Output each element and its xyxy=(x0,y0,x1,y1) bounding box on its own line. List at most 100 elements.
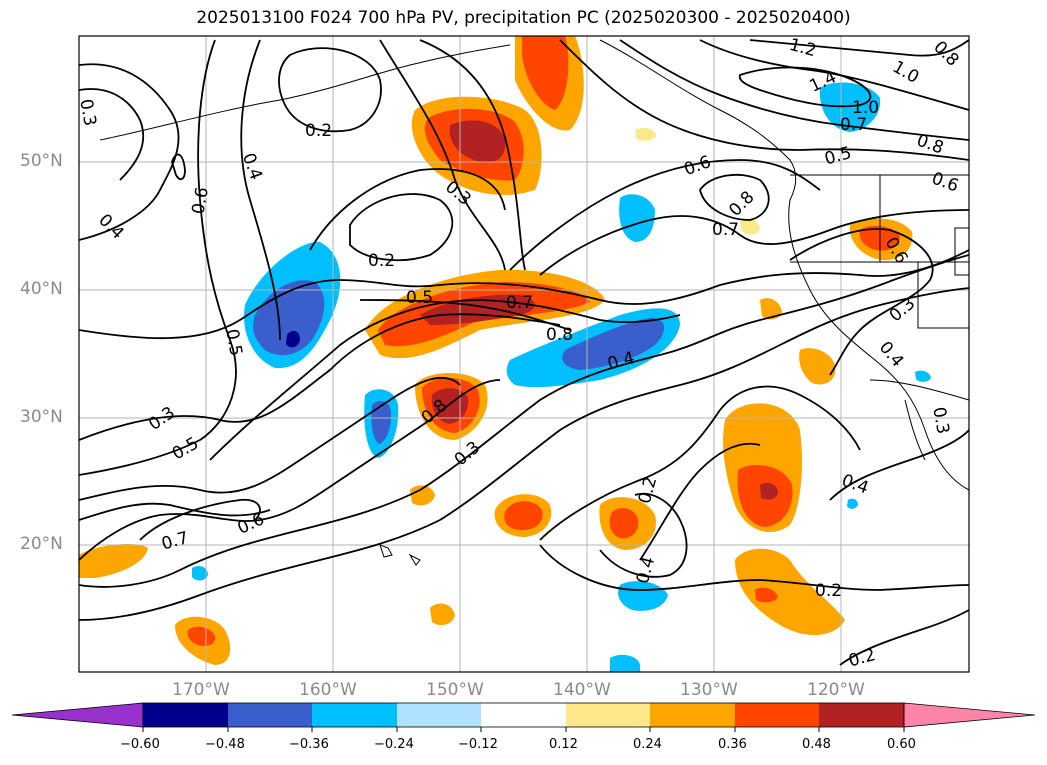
colorbar-label: 0.36 xyxy=(718,737,747,752)
colorbar-label: 0.60 xyxy=(887,737,916,752)
pv-contour xyxy=(139,498,261,541)
contour-label: 0.5 xyxy=(406,288,433,308)
pv-contour xyxy=(539,209,969,276)
precip-area xyxy=(430,603,455,626)
pv-contour xyxy=(79,254,969,588)
colorbar-label: −0.36 xyxy=(289,737,329,752)
pv-contour xyxy=(79,287,969,621)
colorbar-segment xyxy=(312,703,397,727)
pv-contour xyxy=(539,385,861,541)
pv-contour xyxy=(738,66,872,108)
precip-area xyxy=(915,370,931,382)
colorbar-label: 0.48 xyxy=(802,737,831,752)
precip-area xyxy=(755,587,778,603)
pv-contour xyxy=(79,502,271,521)
lat-label: 30°N xyxy=(20,407,63,427)
precip-area xyxy=(504,501,543,530)
colorbar-segment xyxy=(650,703,735,727)
contour-label: 0.7 xyxy=(506,293,533,313)
precip-area xyxy=(735,548,845,636)
lat-label: 20°N xyxy=(20,534,63,554)
lon-label: 130°W xyxy=(680,680,738,700)
precip-area xyxy=(187,626,216,646)
pv-contour xyxy=(509,159,821,271)
colorbar-segment xyxy=(566,703,650,727)
precip-area xyxy=(286,330,300,348)
precip-area xyxy=(760,482,778,500)
coastline xyxy=(869,379,969,401)
pv-contour xyxy=(839,609,969,666)
colorbar-segment xyxy=(397,703,481,727)
lon-label: 120°W xyxy=(807,680,865,700)
precip-area xyxy=(79,544,148,578)
lon-label: 140°W xyxy=(553,680,611,700)
pv-contour xyxy=(639,442,761,561)
contour-label: 0.2 xyxy=(368,251,395,271)
lon-label: 160°W xyxy=(299,680,357,700)
pv-contour xyxy=(829,429,969,501)
precip-area xyxy=(609,508,639,539)
pv-contour xyxy=(539,544,969,591)
precip-area xyxy=(410,485,435,506)
pv-contour xyxy=(309,168,506,251)
contour-label-layer: 0.2 0.4 0.6 0.3 0.4 0.3 0.2 0.5 0.7 0.8 … xyxy=(75,35,962,671)
pv-contour xyxy=(79,39,237,476)
pv-contour xyxy=(171,153,186,181)
colorbar-extend-low xyxy=(11,702,144,728)
colorbar-segment xyxy=(735,703,819,727)
pv-contour xyxy=(379,39,506,271)
colorbar-segment xyxy=(143,703,228,727)
pv-contour xyxy=(79,376,461,501)
lat-label: 50°N xyxy=(20,151,63,171)
colorbar-label: 0.12 xyxy=(549,737,578,752)
pv-contour xyxy=(599,492,688,578)
pv-contour xyxy=(349,193,454,262)
contour-label: 0.3 xyxy=(928,406,952,436)
colorbar-label: −0.48 xyxy=(205,737,245,752)
colorbar-segment xyxy=(481,703,566,727)
precipitation-fill-layer xyxy=(79,36,931,672)
pv-contour xyxy=(79,379,501,561)
lat-label: 40°N xyxy=(20,279,63,299)
map-frame xyxy=(78,35,970,673)
coastline-layer xyxy=(99,39,969,566)
pv-contour xyxy=(79,88,145,181)
pv-contour xyxy=(619,39,969,141)
colorbar-segment xyxy=(819,703,904,727)
precip-area xyxy=(253,280,325,356)
lon-label: 170°W xyxy=(172,680,230,700)
contour-label: 0.8 xyxy=(546,325,573,345)
contour-label: 0.2 xyxy=(815,581,842,601)
coastline xyxy=(599,39,969,491)
precip-area xyxy=(740,219,760,235)
precip-area xyxy=(847,498,858,509)
pv-contour xyxy=(240,39,281,341)
colorbar xyxy=(11,702,1036,732)
pv-contour xyxy=(789,228,934,376)
pv-contour xyxy=(79,313,561,441)
precip-area xyxy=(819,82,881,132)
colorbar-label: 0.24 xyxy=(633,737,662,752)
precip-area xyxy=(449,120,506,163)
pv-contour xyxy=(749,39,969,57)
pv-contour xyxy=(79,249,969,340)
colorbar-frame xyxy=(142,702,905,728)
graticule xyxy=(79,36,969,672)
pv-contour xyxy=(278,47,382,133)
precip-area xyxy=(799,348,836,385)
precip-area xyxy=(562,318,665,370)
map-title: 2025013100 F024 700 hPa PV, precipitatio… xyxy=(196,8,851,28)
precip-area xyxy=(619,194,655,242)
contour-label: 0.7 xyxy=(712,220,739,240)
precip-area xyxy=(371,400,392,444)
pv-contour xyxy=(699,39,969,111)
colorbar-segment xyxy=(228,703,312,727)
coastline xyxy=(408,553,421,566)
precip-area xyxy=(610,654,640,672)
coastline xyxy=(379,544,393,558)
colorbar-label: −0.24 xyxy=(374,737,414,752)
coastline xyxy=(99,44,511,141)
lon-label: 150°W xyxy=(426,680,484,700)
coastline xyxy=(917,262,969,329)
